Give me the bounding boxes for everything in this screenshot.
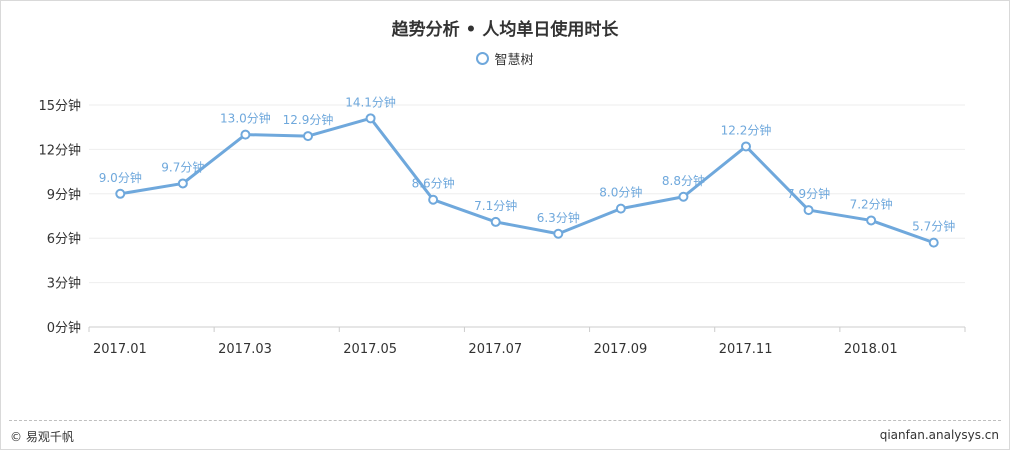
- data-point[interactable]: [365, 113, 376, 124]
- y-tick-label: 6分钟: [47, 231, 81, 247]
- data-label: 9.7分钟: [161, 159, 204, 174]
- data-label: 6.3分钟: [537, 210, 580, 225]
- grid-layer: [89, 104, 965, 284]
- data-point[interactable]: [115, 188, 126, 199]
- series-line: [120, 116, 935, 245]
- data-label: 7.9分钟: [787, 186, 830, 201]
- y-tick-label: 0分钟: [47, 320, 81, 336]
- data-label: 9.0分钟: [99, 170, 142, 185]
- data-point[interactable]: [741, 141, 751, 152]
- y-tick-label: 15分钟: [38, 98, 81, 114]
- data-point[interactable]: [428, 194, 439, 205]
- y-tick-labels: 0分钟 3分钟 6分钟 9分钟 12分钟 15分钟: [38, 98, 81, 336]
- x-tick-label: 2017.07: [468, 342, 522, 357]
- legend-circle-icon: [476, 52, 490, 65]
- data-point[interactable]: [803, 205, 814, 216]
- data-point[interactable]: [490, 216, 501, 227]
- legend: 智慧树: [1, 49, 1009, 69]
- series-layer: [115, 113, 939, 248]
- data-label: 8.6分钟: [412, 176, 455, 191]
- data-label: 12.2分钟: [721, 122, 772, 137]
- data-point[interactable]: [553, 228, 564, 239]
- data-label: 8.0分钟: [599, 185, 642, 200]
- x-tick-label: 2017.05: [343, 342, 397, 357]
- axis-layer: [88, 326, 966, 332]
- footer-source: qianfan.analysys.cn: [879, 428, 999, 442]
- footer-copyright: © 易观千帆: [10, 430, 74, 444]
- x-tick-label: 2017.03: [218, 342, 272, 357]
- x-tick-label: 2017.11: [719, 342, 773, 357]
- y-tick-label: 12分钟: [38, 142, 81, 158]
- x-tick-label: 2018.01: [844, 342, 898, 357]
- data-label: 8.8分钟: [662, 173, 705, 188]
- data-point[interactable]: [615, 203, 626, 214]
- x-tick-label: 2017.01: [93, 342, 147, 357]
- data-labels: 9.0分钟 9.7分钟 13.0分钟 12.9分钟 14.1分钟 8.6分钟 7.1分钟 6.…: [99, 94, 956, 233]
- y-tick-label: 9分钟: [47, 187, 81, 203]
- data-point[interactable]: [866, 215, 877, 226]
- x-tick-label: 2017.09: [594, 342, 648, 357]
- data-label: 13.0分钟: [220, 111, 271, 126]
- legend-item-series[interactable]: 智慧树: [476, 49, 534, 68]
- data-label: 7.1分钟: [474, 198, 517, 213]
- legend-label: 智慧树: [494, 53, 534, 68]
- x-tick-labels: 2017.01 2017.03 2017.05 2017.07 2017.09 2017.…: [93, 342, 898, 357]
- data-label: 12.9分钟: [283, 112, 334, 127]
- data-label: 7.2分钟: [850, 196, 893, 211]
- chart-title: 趋势分析 • 人均单日使用时长: [391, 20, 619, 40]
- y-tick-label: 3分钟: [47, 276, 81, 292]
- data-point[interactable]: [240, 129, 251, 140]
- data-point[interactable]: [177, 178, 188, 189]
- data-label: 14.1分钟: [345, 94, 396, 109]
- data-point[interactable]: [303, 131, 313, 142]
- data-point[interactable]: [678, 191, 689, 202]
- data-label: 5.7分钟: [912, 219, 955, 234]
- data-point[interactable]: [928, 237, 939, 248]
- footer-divider: [9, 420, 1001, 421]
